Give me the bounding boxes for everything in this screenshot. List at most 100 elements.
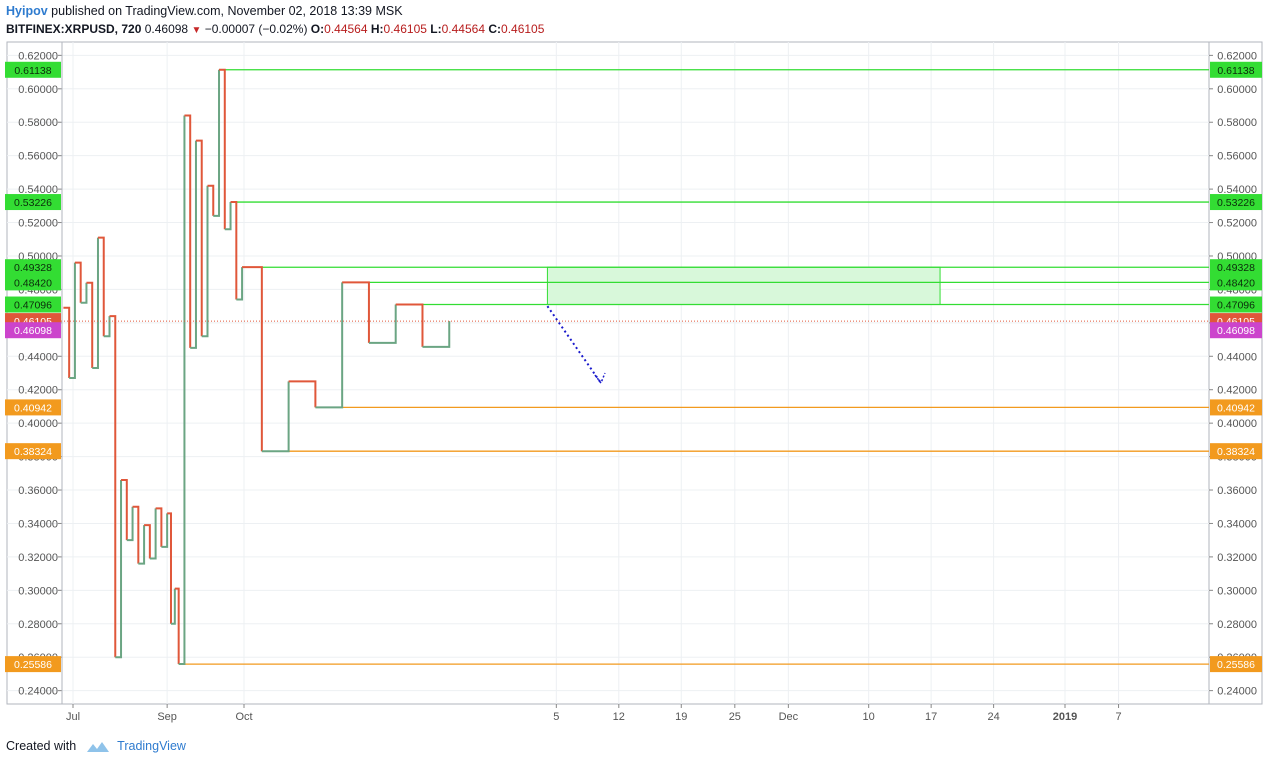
x-tick-label: Jul (66, 711, 80, 723)
y-tick-label: 0.34000 (18, 518, 58, 530)
y-tick-label: 0.60000 (18, 84, 58, 96)
y-tick-label: 0.36000 (18, 485, 58, 497)
step-segment (288, 380, 317, 408)
resistance-badge-label: 0.47096 (14, 300, 52, 312)
step-segment (103, 316, 111, 338)
y-tick-label-right: 0.60000 (1217, 84, 1257, 96)
step-segment (69, 262, 76, 380)
tradingview-logo-icon (86, 741, 109, 752)
symbol-label: BITFINEX:XRPUSD, 720 (6, 22, 142, 36)
x-tick-label: 5 (553, 711, 559, 723)
support-badge-bg (5, 443, 61, 460)
x-tick-label: 17 (925, 711, 937, 723)
resistance-badge-bg (5, 296, 61, 313)
step-segment (174, 587, 180, 665)
y-tick-label: 0.30000 (18, 585, 58, 597)
resistance-badge-label: 0.61138 (1217, 65, 1254, 77)
step-segment (63, 306, 71, 379)
zone-rect[interactable] (546, 266, 941, 306)
y-tick-label-right: 0.58000 (1217, 117, 1257, 129)
y-tick-label: 0.52000 (18, 218, 58, 230)
resistance-badge-label: 0.49328 (14, 262, 52, 274)
y-tick-label: 0.32000 (18, 552, 58, 564)
x-tick-label: 19 (675, 711, 687, 723)
step-segment (195, 139, 203, 337)
price-badges: 0.61138 0.61138 0.53226 0.53226 0.49328 0.493… (5, 61, 1262, 673)
step-segment (261, 381, 290, 453)
x-tick-label: Oct (235, 711, 252, 723)
resistance-badge-label: 0.48420 (14, 277, 52, 289)
support-badge-label: 0.38324 (14, 446, 52, 458)
step-segment (74, 261, 82, 303)
last-value: 0.46098 (144, 22, 189, 36)
created-with-label: Created with (6, 739, 77, 753)
support-badge-label: 0.40942 (14, 402, 52, 414)
y-tick-label-right: 0.42000 (1217, 385, 1257, 397)
support-badge-bg (1210, 399, 1262, 416)
x-tick-label: 2019 (1053, 711, 1077, 723)
resistance-badge-label: 0.49328 (1217, 262, 1255, 274)
resistance-badge-bg (1210, 61, 1262, 78)
close-label: C: (488, 22, 502, 36)
down-triangle-icon: ▼ (191, 25, 202, 36)
close-value: 0.46105 (501, 22, 545, 36)
resistance-badge-bg (5, 61, 61, 78)
resistance-badge-bg (5, 259, 61, 276)
high-value: 0.46105 (383, 22, 427, 36)
y-tick-label-right: 0.56000 (1217, 151, 1257, 163)
step-segment (115, 479, 123, 659)
target-zone[interactable] (546, 266, 941, 306)
y-tick-label: 0.56000 (18, 151, 58, 163)
step-segment (224, 201, 232, 231)
step-segment (138, 525, 146, 565)
resistance-badge-bg (1210, 259, 1262, 276)
resistance-badge-label: 0.61138 (14, 65, 51, 77)
support-badge-bg (1210, 656, 1262, 673)
projection-arrow[interactable] (546, 305, 606, 385)
x-tick-label: Dec (779, 711, 799, 723)
y-tick-label-right: 0.62000 (1217, 50, 1257, 62)
support-badge-label: 0.25586 (14, 659, 52, 671)
support-badge-label: 0.25586 (1217, 659, 1255, 671)
step-segment (184, 114, 192, 348)
step-segment (144, 524, 151, 559)
arrow-head (594, 372, 606, 385)
y-tick-label-right: 0.40000 (1217, 418, 1257, 430)
tradingview-brand[interactable]: TradingView (117, 739, 186, 753)
prev-price-badge-label: 0.46098 (1217, 325, 1255, 337)
y-tick-label: 0.28000 (18, 619, 58, 631)
y-tick-label: 0.62000 (18, 50, 58, 62)
step-segment (213, 69, 221, 217)
price-chart[interactable]: 0.240000.260000.280000.300000.320000.340… (0, 0, 1267, 735)
y-tick-label-right: 0.54000 (1217, 184, 1257, 196)
y-tick-label: 0.42000 (18, 385, 58, 397)
step-segment (97, 236, 105, 337)
y-tick-label-right: 0.24000 (1217, 686, 1257, 698)
step-segment (161, 513, 169, 548)
right-price-scale[interactable] (1208, 41, 1263, 705)
price-step-series (63, 68, 451, 666)
step-segment (86, 281, 94, 368)
resistance-badge-bg (1210, 194, 1262, 211)
author-name[interactable]: Hyipov (6, 4, 48, 18)
y-tick-label: 0.40000 (18, 418, 58, 430)
change-value: −0.00007 (−0.02%) (204, 22, 308, 36)
open-value: 0.44564 (324, 22, 368, 36)
step-segment (207, 184, 215, 216)
x-tick-label: 10 (863, 711, 875, 723)
step-segment (422, 321, 451, 348)
support-badge-bg (1210, 443, 1262, 460)
step-segment (178, 115, 186, 666)
ohlc-header: BITFINEX:XRPUSD, 720 0.46098 ▼ −0.00007 … (6, 22, 544, 36)
y-tick-label: 0.58000 (18, 117, 58, 129)
step-segment (395, 303, 424, 347)
low-value: 0.44564 (441, 22, 485, 36)
resistance-badge-label: 0.47096 (1217, 300, 1255, 312)
plot-frame (6, 41, 1210, 705)
x-tick-label: 12 (613, 711, 625, 723)
horizontal-levels[interactable] (178, 69, 1209, 665)
arrow-shaft[interactable] (546, 305, 602, 384)
step-segment (201, 185, 209, 338)
step-segment (236, 267, 244, 301)
support-badge-bg (5, 656, 61, 673)
